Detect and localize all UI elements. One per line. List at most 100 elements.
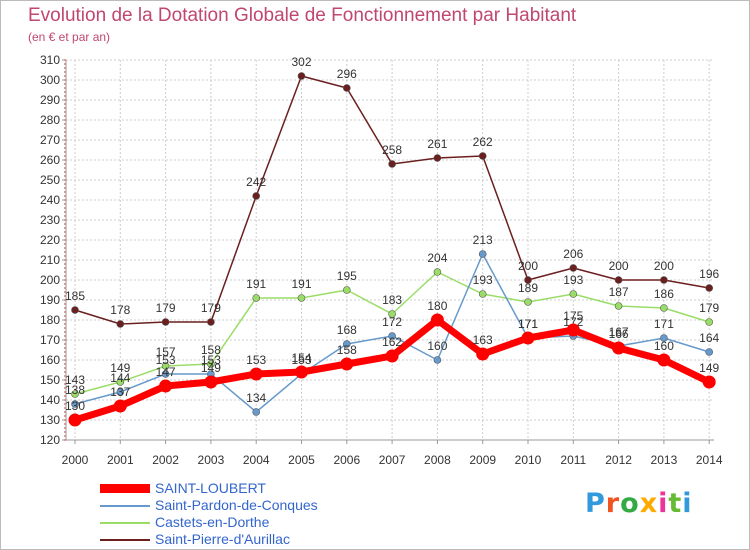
data-label: 149 xyxy=(110,361,130,375)
data-label: 168 xyxy=(337,323,357,337)
data-point xyxy=(342,84,351,92)
data-label: 179 xyxy=(201,301,221,315)
data-point xyxy=(478,250,487,258)
data-point xyxy=(569,264,578,272)
data-point xyxy=(252,294,261,302)
chart-title: Evolution de la Dotation Globale de Fonc… xyxy=(28,5,577,26)
data-point xyxy=(161,370,170,378)
data-point xyxy=(614,302,623,310)
data-label: 153 xyxy=(156,353,176,367)
data-point xyxy=(430,313,444,327)
data-label: 154 xyxy=(291,351,311,365)
legend-label: SAINT-LOUBERT xyxy=(155,480,266,496)
data-label: 138 xyxy=(65,383,85,397)
data-point xyxy=(204,375,218,389)
data-point xyxy=(68,413,82,427)
legend-label: Castets-en-Dorthe xyxy=(155,514,270,530)
data-point xyxy=(388,160,396,168)
proxiti-logo: Proxiti xyxy=(585,488,693,519)
y-tick-label: 230 xyxy=(40,213,60,227)
data-label: 183 xyxy=(382,293,402,307)
data-point xyxy=(433,356,442,364)
data-point xyxy=(612,341,626,355)
data-label: 178 xyxy=(110,303,130,317)
logo-letter: o xyxy=(620,488,640,519)
data-label: 130 xyxy=(65,399,85,413)
x-tick-label: 2003 xyxy=(198,453,225,467)
x-tick-label: 2013 xyxy=(651,453,678,467)
legend-swatch-castets xyxy=(100,522,150,524)
data-label: 180 xyxy=(427,299,447,313)
y-tick-label: 310 xyxy=(40,53,60,67)
data-point xyxy=(161,362,170,370)
x-tick-label: 2012 xyxy=(605,453,632,467)
data-label: 144 xyxy=(110,371,130,385)
data-label: 171 xyxy=(654,317,674,331)
data-label: 200 xyxy=(609,259,629,273)
data-point xyxy=(116,378,125,386)
data-label: 187 xyxy=(609,285,629,299)
legend-swatch-saint-pierre xyxy=(100,539,150,541)
data-label: 258 xyxy=(382,143,402,157)
x-tick-label: 2006 xyxy=(333,453,360,467)
logo-letter: x xyxy=(639,488,659,519)
data-point xyxy=(297,72,306,80)
data-label: 175 xyxy=(563,309,583,323)
data-label: 179 xyxy=(156,301,176,315)
data-label: 163 xyxy=(473,333,493,347)
y-tick-label: 170 xyxy=(40,333,60,347)
data-point xyxy=(705,318,714,326)
y-tick-label: 280 xyxy=(40,113,60,127)
data-label: 200 xyxy=(654,259,674,273)
y-tick-label: 150 xyxy=(40,373,60,387)
data-point xyxy=(295,365,308,379)
data-point xyxy=(342,286,351,294)
data-point xyxy=(113,399,127,413)
x-tick-label: 2009 xyxy=(469,453,496,467)
data-label: 166 xyxy=(609,327,629,341)
data-point xyxy=(705,284,714,292)
x-tick-label: 2000 xyxy=(62,453,89,467)
data-point xyxy=(342,340,351,348)
data-point xyxy=(660,304,668,312)
data-point xyxy=(524,298,532,306)
data-label: 153 xyxy=(291,353,311,367)
data-point xyxy=(207,318,215,326)
data-point xyxy=(521,331,535,345)
data-label: 137 xyxy=(110,385,130,399)
data-label: 213 xyxy=(473,233,493,247)
plot-area xyxy=(66,60,714,440)
data-point xyxy=(71,390,79,398)
data-label: 162 xyxy=(382,335,402,349)
y-tick-label: 260 xyxy=(40,153,60,167)
data-label: 164 xyxy=(699,331,719,345)
y-tick-label: 180 xyxy=(40,313,60,327)
data-point xyxy=(207,360,215,368)
data-point xyxy=(71,400,79,408)
data-label: 171 xyxy=(518,317,538,331)
x-tick-label: 2014 xyxy=(696,453,723,467)
y-tick-label: 130 xyxy=(40,413,60,427)
data-point xyxy=(702,375,716,389)
x-tick-label: 2004 xyxy=(243,453,270,467)
data-label: 160 xyxy=(654,339,674,353)
x-tick-label: 2002 xyxy=(152,453,179,467)
y-tick-label: 200 xyxy=(40,273,60,287)
data-point xyxy=(116,388,125,396)
data-label: 147 xyxy=(156,365,176,379)
data-point xyxy=(249,367,263,381)
data-label: 196 xyxy=(699,267,719,281)
data-label: 158 xyxy=(337,343,357,357)
data-label: 191 xyxy=(291,277,311,291)
data-point xyxy=(252,192,261,200)
data-point xyxy=(478,152,487,160)
data-point xyxy=(161,318,170,326)
data-label: 206 xyxy=(563,247,583,261)
data-label: 134 xyxy=(246,391,266,405)
data-point xyxy=(614,276,623,284)
legend-swatch-saint-loubert xyxy=(100,484,150,493)
data-label: 193 xyxy=(473,273,493,287)
data-label: 261 xyxy=(427,137,447,151)
data-label: 242 xyxy=(246,175,266,189)
